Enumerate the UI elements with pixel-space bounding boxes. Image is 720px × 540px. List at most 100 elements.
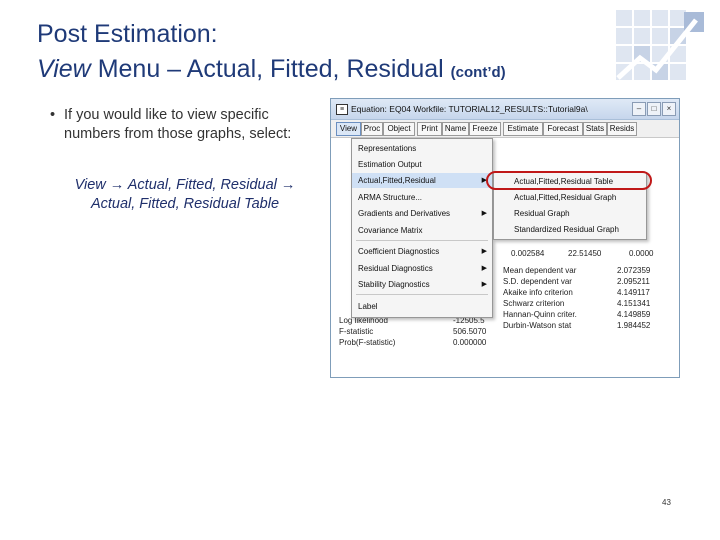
- toolbar-forecast-button[interactable]: Forecast: [543, 122, 583, 136]
- stat-row: Schwarz criterion 4.151341: [331, 299, 679, 309]
- stat-row: Mean dependent var 2.072359: [331, 266, 679, 276]
- equation-toolbar: View Proc Object Print Name Freeze Estim…: [331, 120, 679, 138]
- stat-value: 4.151341: [617, 299, 651, 308]
- submenu-arrow-icon: ▶: [481, 248, 487, 255]
- slide-title-line-2: View Menu – Actual, Fitted, Residual (co…: [37, 55, 506, 84]
- bullet-dot: •: [50, 107, 56, 123]
- stat-value: 0.000000: [453, 338, 487, 347]
- submenu-item-table[interactable]: Actual,Fitted,Residual Table: [494, 174, 646, 190]
- menu-item-label: Actual,Fitted,Residual: [358, 176, 436, 185]
- menu-path-line-2: Actual, Fitted, Residual Table: [90, 196, 280, 212]
- menu-item-label: ARMA Structure...: [358, 193, 423, 202]
- menu-item-residual-diagnostics[interactable]: Residual Diagnostics ▶: [352, 261, 492, 276]
- menu-item-label-command[interactable]: Label: [352, 299, 492, 314]
- toolbar-view-button[interactable]: View: [336, 122, 361, 136]
- stat-row: Akaike info criterion 4.149117: [331, 288, 679, 298]
- window-title: Equation: EQ04 Workfile: TUTORIAL12_RESU…: [351, 104, 588, 114]
- menu-item-stability-diagnostics[interactable]: Stability Diagnostics ▶: [352, 277, 492, 292]
- submenu-item-graph[interactable]: Actual,Fitted,Residual Graph: [494, 190, 646, 206]
- submenu-item-label: Actual,Fitted,Residual Table: [514, 177, 614, 186]
- stat-label: Akaike info criterion: [503, 288, 573, 297]
- minimize-button[interactable]: –: [632, 102, 646, 116]
- window-titlebar: ≡ Equation: EQ04 Workfile: TUTORIAL12_RE…: [331, 99, 679, 120]
- menu-item-coefficient-diagnostics[interactable]: Coefficient Diagnostics ▶: [352, 244, 492, 259]
- toolbar-freeze-button[interactable]: Freeze: [469, 122, 501, 136]
- stat-row: S.D. dependent var 2.095211: [331, 277, 679, 287]
- stat-value: 1.984452: [617, 321, 651, 330]
- menu-item-covariance-matrix[interactable]: Covariance Matrix: [352, 223, 492, 238]
- coef-value: 0.002584: [511, 249, 545, 258]
- menu-item-actual-fitted-residual[interactable]: Actual,Fitted,Residual ▶: [352, 173, 492, 188]
- menu-item-label: Coefficient Diagnostics: [358, 247, 440, 256]
- trend-squares-logo-icon: [616, 10, 704, 80]
- stat-label: Log likelihood: [339, 316, 388, 325]
- stat-label: Hannan-Quinn criter.: [503, 310, 577, 319]
- submenu-item-standardized-residual-graph[interactable]: Standardized Residual Graph: [494, 222, 646, 238]
- stat-label: Mean dependent var: [503, 266, 577, 275]
- submenu-arrow-icon: ▶: [481, 265, 487, 272]
- menu-item-label: Gradients and Derivatives: [358, 209, 451, 218]
- toolbar-estimate-button[interactable]: Estimate: [503, 122, 543, 136]
- menu-item-estimation-output[interactable]: Estimation Output: [352, 157, 492, 172]
- actual-fitted-residual-submenu: Actual,Fitted,Residual Table Actual,Fitt…: [493, 172, 647, 240]
- submenu-item-label: Actual,Fitted,Residual Graph: [514, 193, 617, 202]
- red-highlight-ring: [486, 171, 652, 190]
- menu-item-label: Representations: [358, 144, 417, 153]
- stat-value: 506.5070: [453, 327, 487, 336]
- stat-row: Prob(F-statistic) 0.000000: [331, 338, 679, 348]
- close-button[interactable]: ×: [662, 102, 676, 116]
- submenu-arrow-icon: ▶: [481, 210, 487, 217]
- stat-value: 2.095211: [617, 277, 650, 286]
- submenu-item-label: Standardized Residual Graph: [514, 225, 619, 234]
- stat-label: Durbin-Watson stat: [503, 321, 572, 330]
- menu-path-line-1: View → Actual, Fitted, Residual →: [74, 177, 296, 193]
- coef-tstat: 22.51450: [568, 249, 602, 258]
- stat-row: Hannan-Quinn criter. 4.149859: [331, 310, 679, 320]
- stat-value: -12505.5: [453, 316, 485, 325]
- slide-title-view-word: View: [37, 55, 91, 83]
- menu-item-label: Estimation Output: [358, 160, 422, 169]
- page-number: 43: [662, 498, 671, 507]
- toolbar-resids-button[interactable]: Resids: [607, 122, 637, 136]
- toolbar-print-button[interactable]: Print: [417, 122, 442, 136]
- stat-label: Prob(F-statistic): [339, 338, 396, 347]
- menu-item-gradients[interactable]: Gradients and Derivatives ▶: [352, 206, 492, 221]
- submenu-arrow-icon: ▶: [481, 281, 487, 288]
- stat-label: S.D. dependent var: [503, 277, 572, 286]
- equation-window: ≡ Equation: EQ04 Workfile: TUTORIAL12_RE…: [330, 98, 680, 378]
- submenu-item-residual-graph[interactable]: Residual Graph: [494, 206, 646, 222]
- menu-item-label: Covariance Matrix: [358, 226, 423, 235]
- stat-value: 4.149117: [617, 288, 650, 297]
- instruction-bullet: • If you would like to view specific num…: [50, 106, 320, 144]
- stat-label: Schwarz criterion: [503, 299, 565, 308]
- menu-item-arma-structure[interactable]: ARMA Structure...: [352, 190, 492, 205]
- submenu-item-label: Residual Graph: [514, 209, 570, 218]
- window-menu-icon[interactable]: ≡: [336, 104, 348, 115]
- coefficient-row: 0.002584 22.51450 0.0000: [331, 249, 679, 259]
- menu-item-label: Stability Diagnostics: [358, 280, 430, 289]
- stat-label: F-statistic: [339, 327, 374, 336]
- stat-row: F-statistic 506.5070: [331, 327, 679, 337]
- view-dropdown-menu: Representations Estimation Output Actual…: [351, 138, 493, 318]
- toolbar-proc-button[interactable]: Proc: [361, 122, 383, 136]
- toolbar-object-button[interactable]: Object: [383, 122, 415, 136]
- menu-item-label: Residual Diagnostics: [358, 264, 433, 273]
- toolbar-name-button[interactable]: Name: [442, 122, 469, 136]
- menu-item-label: Label: [358, 302, 378, 311]
- stat-row: Durbin-Watson stat 1.984452: [331, 321, 679, 331]
- slide-title-continued: (cont’d): [450, 64, 506, 81]
- slide-title-rest: Menu – Actual, Fitted, Residual: [90, 55, 451, 83]
- menu-path-instruction: View → Actual, Fitted, Residual → Actual…: [50, 176, 320, 214]
- stat-row: Log likelihood -12505.5: [331, 316, 679, 326]
- bullet-text: If you would like to view specific numbe…: [64, 107, 292, 142]
- menu-separator: [356, 240, 488, 241]
- coef-prob: 0.0000: [629, 249, 654, 258]
- menu-item-representations[interactable]: Representations: [352, 141, 492, 156]
- slide-title-text: Post Estimation:: [37, 20, 218, 48]
- stat-value: 4.149859: [617, 310, 651, 319]
- maximize-button[interactable]: □: [647, 102, 661, 116]
- toolbar-stats-button[interactable]: Stats: [583, 122, 607, 136]
- submenu-arrow-icon: ▶: [481, 177, 487, 184]
- slide-title-line-1: Post Estimation:: [37, 20, 218, 49]
- menu-separator: [356, 294, 488, 295]
